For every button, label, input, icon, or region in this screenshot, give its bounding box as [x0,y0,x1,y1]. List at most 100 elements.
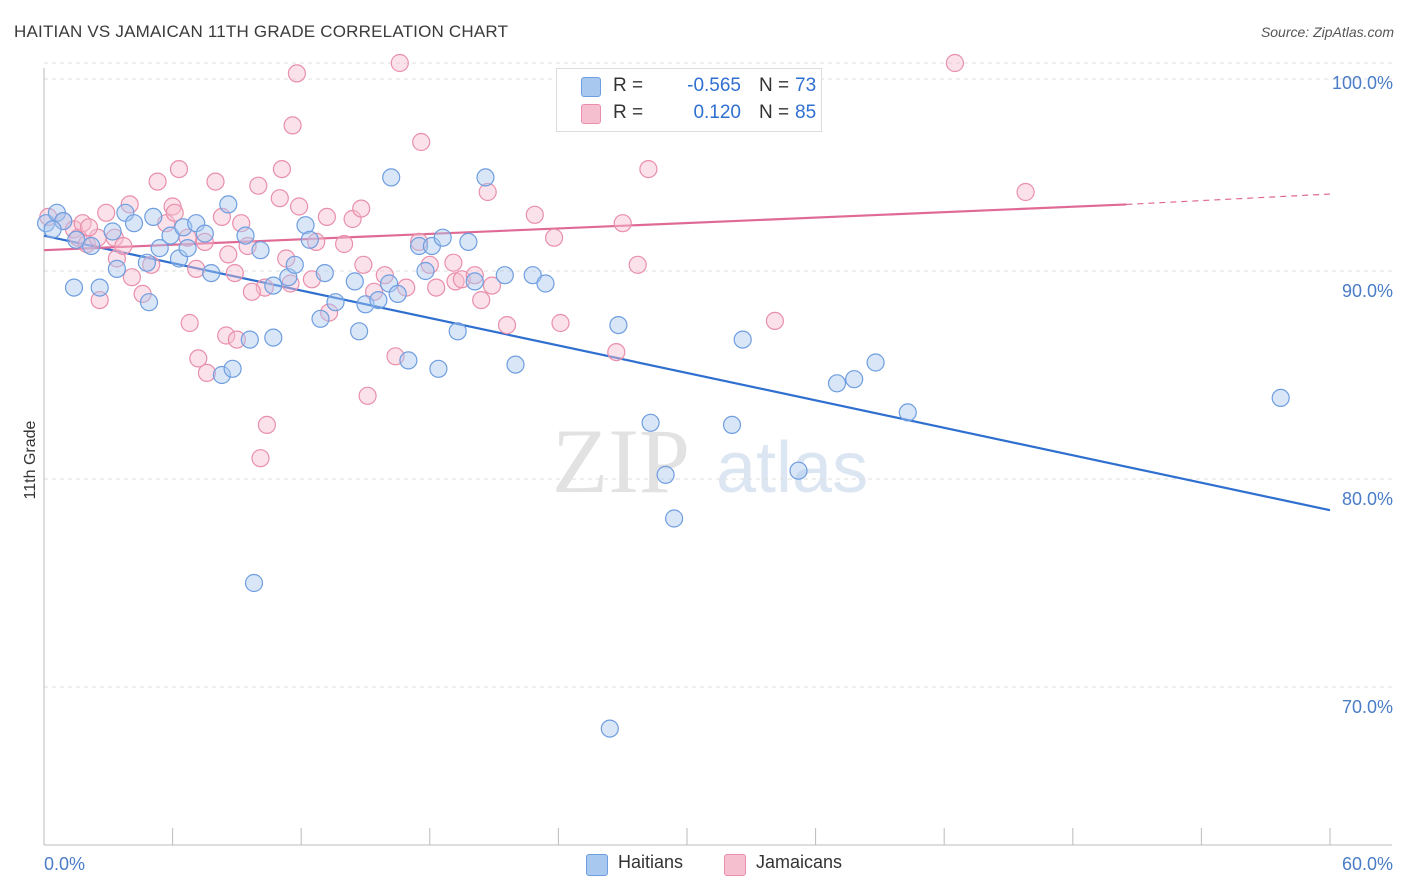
jamaican-point [354,255,373,274]
jamaican-point [251,449,270,468]
jamaican-point [114,236,133,256]
x-tick-label: 0.0% [44,854,85,874]
jamaican-point [628,255,647,274]
jamaican-point [482,276,502,295]
haitian-point [416,261,435,281]
jamaican-legend-label: Jamaicans [756,852,843,872]
jamaican-point [412,132,431,152]
jamaican-swatch [581,104,601,124]
haitian-point [845,370,864,389]
haitian-point [139,293,159,312]
haitian-point [429,359,448,378]
jamaican-point [219,245,238,264]
jamaican-point [544,228,564,247]
haitian-point [90,278,109,297]
haitian-point [144,207,163,226]
haitian-point [300,230,319,249]
jamaican-point [165,203,184,222]
haitian-point [664,509,684,528]
jamaican-point [270,189,289,208]
haitian-point [103,222,122,241]
haitian-point [656,465,675,484]
haitian-point [315,264,334,283]
jamaican-point [225,264,244,283]
watermark: ZIP atlas [552,410,868,512]
jamaican-point [148,172,167,191]
jamaican-point [607,343,626,362]
jamaican-point [639,160,658,179]
haitian-point [240,330,259,349]
haitian-swatch [586,854,608,876]
jamaican-point [497,316,517,335]
jamaican-point [945,53,965,73]
jamaican-point [472,291,491,310]
haitian-point [600,719,619,738]
watermark-atlas: atlas [716,428,868,508]
haitian-point [251,241,270,260]
legend-n-label: N = [759,102,790,123]
jamaican-point [79,218,99,237]
y-tick-label: 90.0% [1342,281,1393,301]
jamaican-point [272,160,291,179]
jamaican-point [765,311,785,330]
haitian-point [264,328,283,347]
data-points [36,53,1290,738]
haitian-point [64,278,84,297]
haitian-point [178,239,197,258]
haitian-point [345,272,364,291]
watermark-zip: ZIP [552,410,690,512]
jamaican-swatch [724,854,746,876]
haitian-point [1271,388,1290,407]
haitian-point [107,259,127,278]
haitian-point [448,322,467,341]
legend-r-value: 0.120 [693,102,741,123]
chart-source: Source: ZipAtlas.com [1260,24,1394,40]
haitian-point [866,353,885,372]
haitian-point [722,415,742,434]
haitian-point [82,236,101,256]
jamaican-point [122,268,141,287]
haitian-point [285,255,304,274]
legend-r-label: R = [613,102,644,123]
haitian-point [124,214,144,233]
jamaican-point [358,386,377,405]
haitian-point [609,316,628,335]
correlation-legend: R = -0.565 N = 73 R = 0.120 N = 85 [556,68,822,132]
haitian-point [827,374,847,393]
haitian-point [296,216,315,235]
jamaican-point [290,197,309,216]
haitian-point [326,293,345,312]
haitian-point [495,266,514,285]
jamaican-point [242,282,261,301]
haitian-point [43,220,62,239]
haitian-point [219,195,238,214]
haitian-point [161,226,180,245]
haitian-point [212,365,231,385]
gridlines [44,62,1392,688]
haitian-swatch [581,77,601,97]
y-tick-label: 100.0% [1332,73,1393,93]
jamaican-point [257,415,276,434]
jamaican-trend-line [43,203,1127,252]
haitian-point [236,226,255,245]
haitian-point [223,359,242,378]
legend-n-value: 85 [795,102,817,123]
jamaican-trend-extension [1126,193,1331,206]
tick-labels: 70.0% 80.0% 90.0% 100.0% 0.0% 60.0% [44,73,1393,874]
jamaican-point [227,330,246,349]
haitian-point [350,322,369,341]
axes [43,68,1392,846]
jamaican-point [283,116,302,135]
haitian-point [264,276,283,295]
legend-n-value: 73 [795,75,817,96]
legend-r-value: -0.565 [687,75,741,96]
jamaican-point [90,291,109,310]
jamaican-point [525,205,544,224]
haitian-point [465,272,484,291]
haitian-point [399,351,418,370]
jamaican-point [197,363,216,382]
jamaican-point [317,207,336,226]
haitian-point [410,236,429,256]
haitian-point [523,266,542,285]
chart-title: HAITIAN VS JAMAICAN 11TH GRADE CORRELATI… [14,22,509,41]
